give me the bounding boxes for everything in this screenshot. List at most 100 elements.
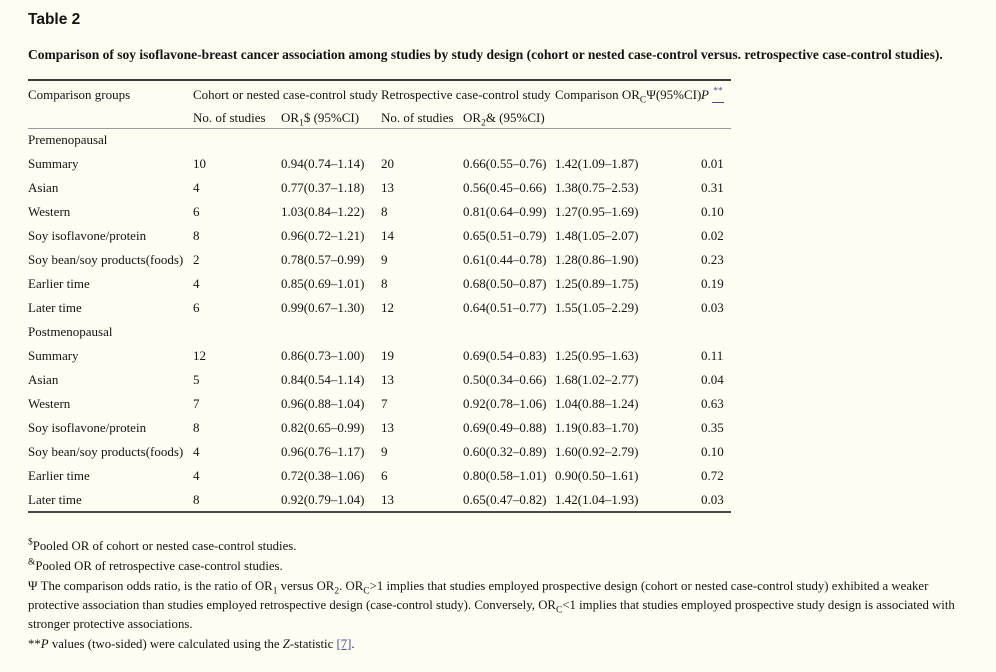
cell-n-cohort: 4 xyxy=(193,180,200,195)
cell-comparison-or: 1.42(1.04–1.93) xyxy=(555,488,702,513)
subscript: C xyxy=(363,586,370,597)
cell-n-cohort: 4 xyxy=(193,444,200,459)
reference-link[interactable]: [7] xyxy=(336,637,352,651)
cell-n-retro: 7 xyxy=(381,396,388,411)
cell-n-retro: 12 xyxy=(381,300,394,315)
col-header-or1: OR1$ (95%CI) xyxy=(281,104,381,129)
cell-n-retro: 13 xyxy=(381,420,394,435)
table-caption: Comparison of soy isoflavone-breast canc… xyxy=(28,47,943,62)
cell-group: Western xyxy=(28,204,71,219)
cell-p-value: 0.31 xyxy=(701,180,724,195)
table-row: Soy isoflavone/protein 8 0.96(0.72–1.21) 14… xyxy=(28,224,731,248)
table-row: Soy bean/soy products(foods) 4 0.96(0.76–1… xyxy=(28,440,731,464)
cell-group: Asian xyxy=(28,372,59,387)
table-row: Soy bean/soy products(foods) 2 0.78(0.57–0… xyxy=(28,248,731,272)
header-row-subcolumns: No. of studies OR1$ (95%CI) No. of studi… xyxy=(28,104,731,129)
cell-comparison-or: 1.25(0.89–1.75) xyxy=(555,276,639,291)
cell-comparison-or: 1.25(0.95–1.63) xyxy=(555,348,639,363)
cell-p-value: 0.63 xyxy=(701,396,724,411)
col-header-no-studies-retro: No. of studies xyxy=(381,104,463,129)
col-group-retrospective-study: Retrospective case-control study xyxy=(381,87,551,102)
subscript: 2 xyxy=(334,586,340,597)
table-header: Comparison groups Cohort or nested case-… xyxy=(28,80,732,129)
superscript-marker: $ xyxy=(28,537,33,548)
cell-comparison-or: 1.60(0.92–2.79) xyxy=(555,444,639,459)
cell-group: Western xyxy=(28,396,71,411)
table-row: Western 6 1.03(0.84–1.22) 8 0.81(0.64–0.99) 1… xyxy=(28,200,731,224)
cell-or2: 0.92(0.78–1.06) xyxy=(463,396,547,411)
cell-group: Later time xyxy=(28,300,82,315)
cell-n-cohort: 10 xyxy=(193,156,206,171)
cell-n-retro: 14 xyxy=(381,228,394,243)
cell-or2: 0.60(0.32–0.89) xyxy=(463,444,547,459)
table-row: Asian 5 0.84(0.54–1.14) 13 0.50(0.34–0.66) 1.… xyxy=(28,368,731,392)
cell-n-retro: 8 xyxy=(381,204,388,219)
table-row: Western 7 0.96(0.88–1.04) 7 0.92(0.78–1.06) 1… xyxy=(28,392,731,416)
cell-comparison-or: 1.04(0.88–1.24) xyxy=(555,396,639,411)
cell-or1: 0.99(0.67–1.30) xyxy=(281,300,365,315)
cell-or1: 0.85(0.69–1.01) xyxy=(281,276,365,291)
cell-n-cohort: 4 xyxy=(193,276,200,291)
col-header-comparison-groups: Comparison groups xyxy=(28,80,193,129)
cell-or2: 0.61(0.44–0.78) xyxy=(463,252,547,267)
cell-n-retro: 8 xyxy=(381,276,388,291)
cell-p-value: 0.35 xyxy=(701,420,724,435)
cell-n-retro: 6 xyxy=(381,468,388,483)
cell-or2: 0.64(0.51–0.77) xyxy=(463,300,547,315)
subscript: 2 xyxy=(481,118,486,129)
cell-or2: 0.69(0.49–0.88) xyxy=(463,420,547,435)
section-row: Premenopausal xyxy=(28,128,731,152)
cell-or1: 0.94(0.74–1.14) xyxy=(281,156,365,171)
section-label: Postmenopausal xyxy=(28,324,113,339)
col-header-p-value: P ** xyxy=(701,80,732,129)
italic-text: P xyxy=(701,87,709,102)
footnote: Ψ The comparison odds ratio, is the rati… xyxy=(28,579,955,631)
cell-or1: 0.77(0.37–1.18) xyxy=(281,180,365,195)
table-row: Summary 12 0.86(0.73–1.00) 19 0.69(0.54–0.83… xyxy=(28,344,731,368)
italic-text: Z xyxy=(282,637,290,651)
cell-group: Later time xyxy=(28,488,193,513)
cell-or2: 0.50(0.34–0.66) xyxy=(463,372,547,387)
cell-p-value: 0.19 xyxy=(701,276,724,291)
cell-or1: 0.96(0.76–1.17) xyxy=(281,444,365,459)
cell-n-cohort: 8 xyxy=(193,420,200,435)
cell-p-value: 0.03 xyxy=(701,488,732,513)
cell-p-value: 0.02 xyxy=(701,228,724,243)
cell-group: Asian xyxy=(28,180,59,195)
col-group-cohort-study: Cohort or nested case-control study xyxy=(193,87,378,102)
cell-or1: 0.96(0.72–1.21) xyxy=(281,228,365,243)
cell-n-cohort: 8 xyxy=(193,488,281,513)
table-body: Premenopausal Summary 10 0.94(0.74–1.14) 20 0… xyxy=(28,128,732,513)
cell-group: Soy isoflavone/protein xyxy=(28,420,147,435)
table-row: Later time 6 0.99(0.67–1.30) 12 0.64(0.51–0.… xyxy=(28,296,731,320)
double-asterisk-marker: ** xyxy=(713,86,723,97)
superscript-marker: & xyxy=(28,557,36,568)
cell-or2: 0.81(0.64–0.99) xyxy=(463,204,547,219)
cell-comparison-or: 1.48(1.05–2.07) xyxy=(555,228,639,243)
paper-table-page: Table 2 Comparison of soy isoflavone-bre… xyxy=(28,11,970,654)
cell-comparison-or: 1.42(1.09–1.87) xyxy=(555,156,639,171)
subscript: C xyxy=(639,95,647,106)
footnote-marker-link[interactable]: ** xyxy=(712,87,724,103)
table-title: Table 2 xyxy=(28,11,81,28)
cell-group: Soy isoflavone/protein xyxy=(28,228,147,243)
cell-or1: 1.03(0.84–1.22) xyxy=(281,204,365,219)
cell-or2: 0.69(0.54–0.83) xyxy=(463,348,547,363)
comparison-table: Comparison groups Cohort or nested case-… xyxy=(28,79,732,513)
header-row-groups: Comparison groups Cohort or nested case-… xyxy=(28,80,732,129)
cell-n-retro: 19 xyxy=(381,348,394,363)
cell-group: Soy bean/soy products(foods) xyxy=(28,444,184,459)
cell-n-cohort: 4 xyxy=(193,468,200,483)
cell-p-value: 0.04 xyxy=(701,372,724,387)
cell-or2: 0.80(0.58–1.01) xyxy=(463,468,547,483)
table-row: Asian 4 0.77(0.37–1.18) 13 0.56(0.45–0.66) 1.… xyxy=(28,176,731,200)
col-header-no-studies-cohort: No. of studies xyxy=(193,104,281,129)
table-footnotes: $Pooled OR of cohort or nested case-cont… xyxy=(28,537,970,654)
cell-p-value: 0.23 xyxy=(701,252,724,267)
cell-or1: 0.72(0.38–1.06) xyxy=(281,468,365,483)
cell-n-cohort: 5 xyxy=(193,372,200,387)
cell-comparison-or: 1.68(1.02–2.77) xyxy=(555,372,639,387)
cell-group: Summary xyxy=(28,348,79,363)
subscript: 1 xyxy=(272,586,278,597)
cell-p-value: 0.72 xyxy=(701,468,724,483)
